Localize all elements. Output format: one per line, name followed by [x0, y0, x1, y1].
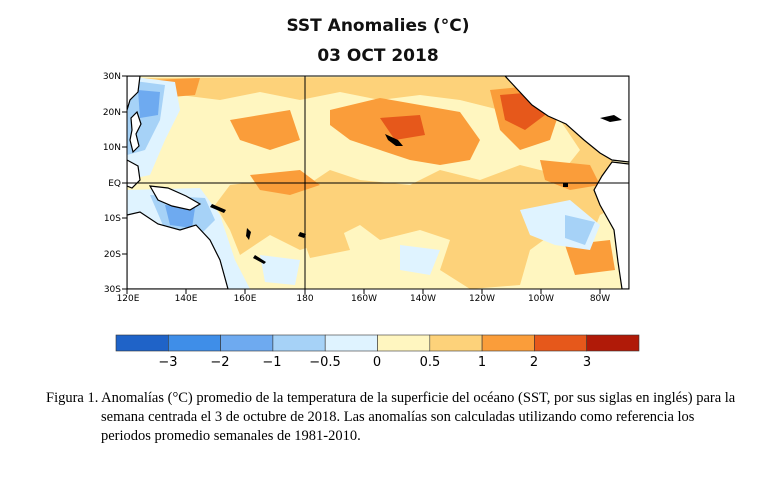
anomaly-field: [127, 76, 629, 289]
lon-label: 80W: [590, 294, 610, 304]
legend-label: 0.5: [420, 355, 441, 370]
lat-label: 20S: [104, 250, 121, 260]
legend-label: 1: [478, 355, 486, 370]
legend-swatch: [534, 334, 588, 352]
legend-label: −2: [210, 355, 229, 370]
lat-label: EQ: [108, 179, 121, 189]
anomaly-region-neg-2-neg-1: [138, 90, 160, 118]
land-new-caledonia: [253, 255, 266, 264]
legend-label: −1: [262, 355, 281, 370]
lat-label: 20N: [103, 108, 121, 118]
lat-label: 10S: [104, 214, 121, 224]
anomaly-region-2-3: [380, 115, 425, 140]
lon-label: 120W: [469, 294, 495, 304]
legend-swatch: [377, 334, 431, 352]
land-galapagos: [563, 183, 568, 187]
land-asia: [127, 76, 141, 111]
anomaly-region-0.5-1: [475, 250, 520, 285]
land-philippines: [129, 110, 142, 154]
lon-label: 120E: [117, 294, 140, 304]
legend-swatch: [324, 334, 378, 352]
lat-label: 30S: [104, 285, 121, 295]
land-australia: [127, 211, 229, 289]
land-vanuatu: [246, 228, 251, 240]
anomaly-region-neg-0.5-0: [260, 255, 300, 285]
caption-text: Figura 1. Anomalías (°C) promedio de la …: [46, 390, 736, 444]
lon-label: 140W: [410, 294, 436, 304]
lon-label: 160W: [351, 294, 377, 304]
legend-swatch: [272, 334, 326, 352]
color-legend: [115, 334, 640, 352]
lon-label: 160E: [234, 294, 257, 304]
legend-swatch: [481, 334, 535, 352]
legend-label: 3: [583, 355, 591, 370]
lon-label: 140E: [175, 294, 198, 304]
latitude-axis: 30N 20N 10N EQ 10S 20S 30S: [103, 72, 127, 295]
legend-labels: −3 −2 −1 −0.5 0 0.5 1 2 3: [158, 355, 591, 370]
anomaly-region-1-2: [565, 240, 615, 275]
anomaly-region-1-2: [230, 110, 300, 150]
land-new-guinea: [148, 185, 202, 211]
land-caribbean: [600, 115, 622, 122]
land-hawaii: [385, 134, 403, 146]
anomaly-region-neg-2-neg-1: [165, 205, 195, 228]
anomaly-region-neg-1-neg-0.5: [565, 215, 595, 245]
anomaly-region-neg-0.5-0: [400, 245, 440, 275]
legend-label: 2: [530, 355, 538, 370]
land-fiji: [298, 232, 306, 238]
land-mexico-central-america: [504, 76, 629, 163]
lon-label: 180: [296, 294, 313, 304]
legend-swatch: [586, 334, 640, 352]
legend-label: −0.5: [309, 355, 341, 370]
lat-label: 30N: [103, 72, 121, 82]
land-borneo: [127, 159, 141, 189]
lat-label: 10N: [103, 143, 121, 153]
legend-label: 0: [373, 355, 381, 370]
map-date: 03 OCT 2018: [317, 46, 439, 66]
legend-swatch: [115, 334, 169, 352]
anomaly-region-0.5-1: [300, 222, 350, 258]
map-title: SST Anomalies (°C): [286, 16, 470, 36]
legend-swatch: [220, 334, 274, 352]
land-solomon-islands: [210, 204, 226, 213]
anomaly-region-0.5-1: [450, 195, 540, 240]
legend-swatch: [168, 334, 221, 352]
legend-label: −3: [158, 355, 177, 370]
longitude-axis: 120E 140E 160E 180 160W 140W 120W 100W 8…: [117, 289, 610, 304]
lon-label: 100W: [528, 294, 554, 304]
figure-caption: Figura 1. Anomalías (°C) promedio de la …: [46, 389, 736, 446]
legend-swatch: [429, 334, 483, 352]
